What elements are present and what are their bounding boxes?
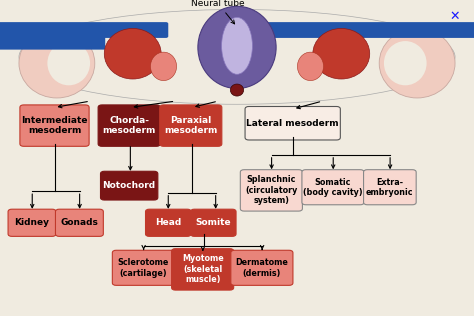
Ellipse shape xyxy=(151,52,176,81)
FancyBboxPatch shape xyxy=(172,249,234,290)
Text: Somatic
(body cavity): Somatic (body cavity) xyxy=(303,178,363,197)
Text: Extra-
embryonic: Extra- embryonic xyxy=(366,178,414,197)
FancyBboxPatch shape xyxy=(98,105,160,146)
FancyBboxPatch shape xyxy=(55,209,103,236)
Text: Gonads: Gonads xyxy=(61,218,98,227)
FancyBboxPatch shape xyxy=(112,250,174,285)
Text: Head: Head xyxy=(155,218,182,227)
FancyBboxPatch shape xyxy=(8,209,56,236)
Text: Kidney: Kidney xyxy=(15,218,49,227)
Text: ✕: ✕ xyxy=(449,9,460,22)
FancyBboxPatch shape xyxy=(302,170,364,205)
Ellipse shape xyxy=(379,28,455,98)
FancyBboxPatch shape xyxy=(231,250,293,285)
Ellipse shape xyxy=(19,28,95,98)
FancyBboxPatch shape xyxy=(0,36,105,50)
FancyBboxPatch shape xyxy=(0,22,168,38)
FancyBboxPatch shape xyxy=(364,170,416,205)
Text: Myotome
(skeletal
muscle): Myotome (skeletal muscle) xyxy=(182,254,224,284)
FancyBboxPatch shape xyxy=(160,105,222,146)
FancyBboxPatch shape xyxy=(240,170,302,211)
Text: Notochord: Notochord xyxy=(102,181,156,190)
Text: Splanchnic
(circulatory
system): Splanchnic (circulatory system) xyxy=(245,175,298,205)
Text: Neural tube: Neural tube xyxy=(191,0,245,24)
Ellipse shape xyxy=(230,84,244,96)
FancyBboxPatch shape xyxy=(258,22,474,38)
Ellipse shape xyxy=(198,6,276,88)
FancyBboxPatch shape xyxy=(146,209,191,236)
Ellipse shape xyxy=(313,28,370,79)
Text: Sclerotome
(cartilage): Sclerotome (cartilage) xyxy=(118,258,169,277)
Ellipse shape xyxy=(384,41,427,85)
Text: Intermediate
mesoderm: Intermediate mesoderm xyxy=(21,116,88,135)
Ellipse shape xyxy=(19,9,455,104)
FancyBboxPatch shape xyxy=(20,105,89,146)
FancyBboxPatch shape xyxy=(245,106,340,140)
FancyBboxPatch shape xyxy=(100,171,158,200)
Ellipse shape xyxy=(221,17,252,74)
Ellipse shape xyxy=(298,52,324,81)
Text: Dermatome
(dermis): Dermatome (dermis) xyxy=(236,258,288,277)
FancyBboxPatch shape xyxy=(191,209,236,236)
Text: Somite: Somite xyxy=(195,218,231,227)
Text: Chorda-
mesoderm: Chorda- mesoderm xyxy=(102,116,156,135)
Text: Paraxial
mesoderm: Paraxial mesoderm xyxy=(164,116,218,135)
Text: Lateral mesoderm: Lateral mesoderm xyxy=(246,119,339,128)
Ellipse shape xyxy=(104,28,161,79)
Ellipse shape xyxy=(47,41,90,85)
